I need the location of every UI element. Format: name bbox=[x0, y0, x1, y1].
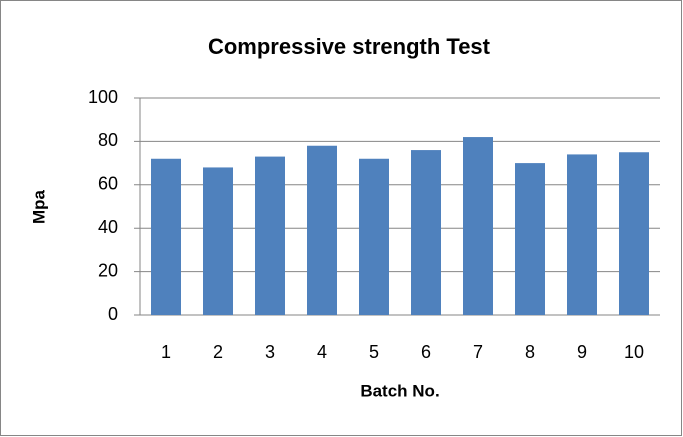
chart-title: Compressive strength Test bbox=[208, 34, 491, 59]
x-tick-label: 5 bbox=[369, 342, 379, 362]
y-tick-label: 100 bbox=[88, 87, 118, 107]
bar bbox=[151, 158, 181, 315]
y-tick-label: 20 bbox=[98, 260, 118, 280]
x-tick-label: 3 bbox=[265, 342, 275, 362]
x-tick-label: 4 bbox=[317, 342, 327, 362]
x-tick-label: 9 bbox=[577, 342, 587, 362]
x-axis-label: Batch No. bbox=[360, 381, 439, 400]
x-tick-label: 1 bbox=[161, 342, 171, 362]
bar bbox=[203, 167, 233, 315]
bar bbox=[359, 158, 389, 315]
bar bbox=[515, 163, 545, 315]
x-tick-label: 10 bbox=[624, 342, 644, 362]
y-tick-label: 0 bbox=[108, 304, 118, 324]
y-tick-label: 60 bbox=[98, 174, 118, 194]
bar bbox=[307, 145, 337, 315]
x-tick-label: 2 bbox=[213, 342, 223, 362]
x-tick-label: 7 bbox=[473, 342, 483, 362]
bar bbox=[463, 137, 493, 315]
y-axis-label: Mpa bbox=[29, 189, 48, 224]
y-tick-label: 40 bbox=[98, 217, 118, 237]
x-tick-label: 8 bbox=[525, 342, 535, 362]
bar bbox=[619, 152, 649, 315]
bar bbox=[411, 150, 441, 315]
x-tick-label: 6 bbox=[421, 342, 431, 362]
bar bbox=[567, 154, 597, 315]
bar bbox=[255, 156, 285, 315]
y-tick-label: 80 bbox=[98, 130, 118, 150]
